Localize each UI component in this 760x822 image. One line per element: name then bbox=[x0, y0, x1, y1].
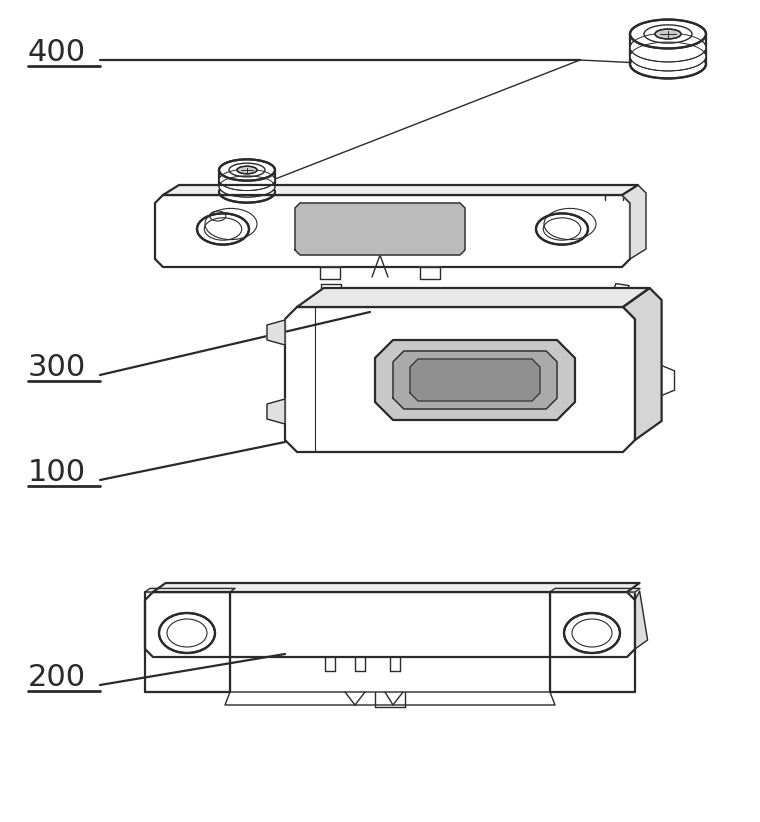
Polygon shape bbox=[297, 288, 650, 307]
Polygon shape bbox=[550, 589, 640, 592]
Polygon shape bbox=[163, 185, 638, 195]
Polygon shape bbox=[320, 267, 340, 279]
Ellipse shape bbox=[630, 49, 706, 78]
Polygon shape bbox=[267, 320, 285, 345]
Ellipse shape bbox=[219, 169, 275, 191]
Polygon shape bbox=[635, 591, 648, 649]
Polygon shape bbox=[375, 340, 575, 420]
Ellipse shape bbox=[630, 33, 706, 62]
Ellipse shape bbox=[536, 214, 588, 245]
Polygon shape bbox=[420, 267, 440, 279]
Polygon shape bbox=[623, 288, 662, 440]
Ellipse shape bbox=[219, 159, 275, 181]
Text: 400: 400 bbox=[28, 38, 86, 67]
Polygon shape bbox=[145, 592, 230, 692]
Ellipse shape bbox=[197, 214, 249, 245]
Polygon shape bbox=[155, 195, 630, 267]
Polygon shape bbox=[267, 399, 285, 424]
Polygon shape bbox=[285, 307, 635, 452]
Ellipse shape bbox=[630, 42, 706, 71]
Polygon shape bbox=[622, 185, 646, 259]
Polygon shape bbox=[153, 583, 640, 592]
Text: 200: 200 bbox=[28, 663, 86, 691]
Polygon shape bbox=[225, 692, 555, 705]
Polygon shape bbox=[295, 203, 465, 255]
Ellipse shape bbox=[564, 613, 620, 653]
Ellipse shape bbox=[630, 20, 706, 48]
Ellipse shape bbox=[237, 166, 257, 173]
Ellipse shape bbox=[159, 613, 215, 653]
Text: 300: 300 bbox=[28, 353, 86, 381]
Polygon shape bbox=[393, 351, 557, 409]
Polygon shape bbox=[550, 592, 635, 692]
Text: 100: 100 bbox=[28, 458, 86, 487]
Ellipse shape bbox=[219, 176, 275, 197]
Polygon shape bbox=[145, 592, 635, 657]
Polygon shape bbox=[145, 589, 235, 592]
Polygon shape bbox=[410, 359, 540, 401]
Ellipse shape bbox=[655, 29, 681, 39]
Ellipse shape bbox=[219, 182, 275, 203]
